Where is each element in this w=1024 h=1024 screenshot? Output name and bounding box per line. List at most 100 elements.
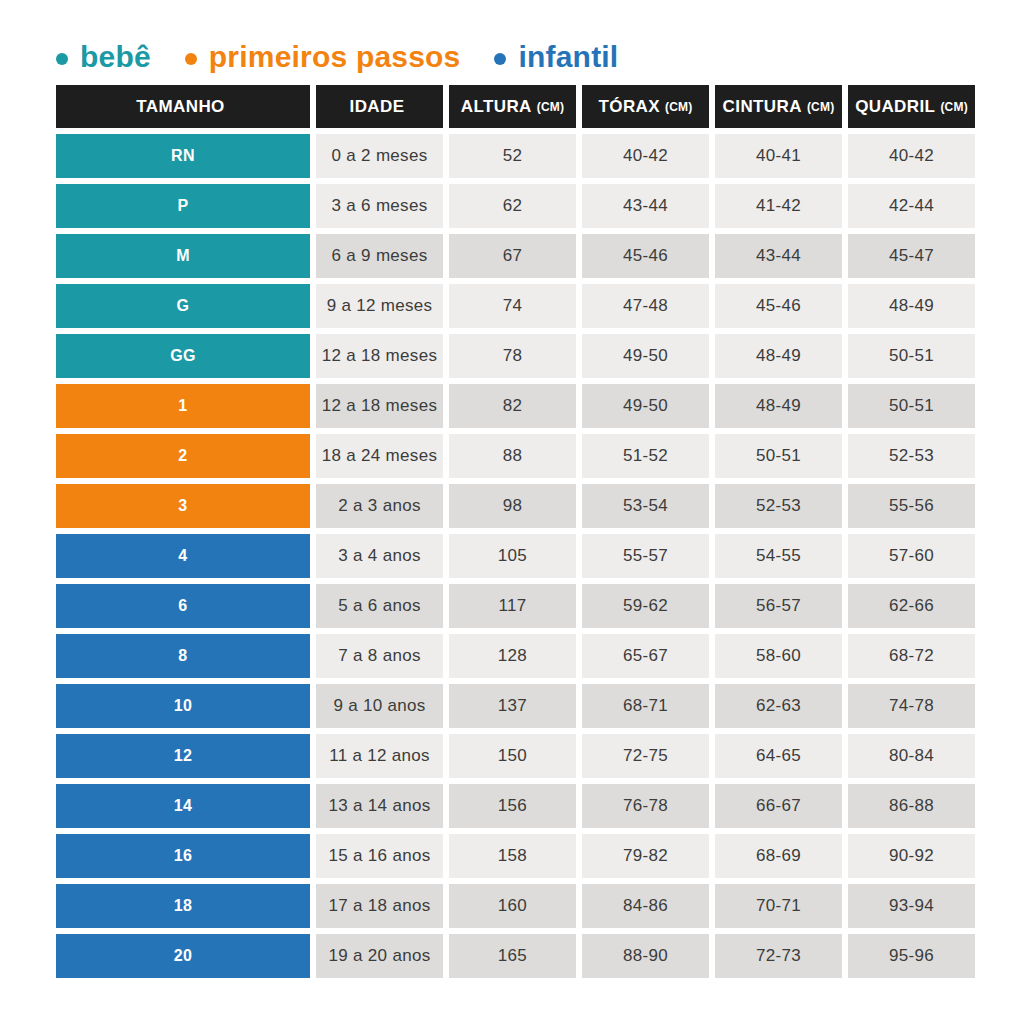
table-row: 1413 a 14 anos15676-7866-6786-88 (56, 784, 975, 828)
age-cell: 3 a 6 meses (316, 184, 443, 228)
legend-label: infantil (518, 40, 618, 74)
size-chart-table: TAMANHO IDADE ALTURA(CM) TÓRAX(CM) CINTU… (56, 85, 975, 984)
hip-cell: 40-42 (848, 134, 975, 178)
hip-cell: 90-92 (848, 834, 975, 878)
waist-cell: 68-69 (715, 834, 842, 878)
chest-cell: 68-71 (582, 684, 709, 728)
size-cell: RN (56, 134, 310, 178)
height-cell: 160 (449, 884, 576, 928)
size-cell: 12 (56, 734, 310, 778)
waist-cell: 48-49 (715, 334, 842, 378)
legend-label: bebê (80, 40, 151, 74)
waist-cell: 62-63 (715, 684, 842, 728)
hip-cell: 93-94 (848, 884, 975, 928)
chest-cell: 72-75 (582, 734, 709, 778)
size-cell: 4 (56, 534, 310, 578)
size-cell: 10 (56, 684, 310, 728)
chest-cell: 79-82 (582, 834, 709, 878)
bullet-icon (185, 53, 197, 65)
size-cell: 3 (56, 484, 310, 528)
height-cell: 150 (449, 734, 576, 778)
chest-cell: 40-42 (582, 134, 709, 178)
table-row: 2019 a 20 anos16588-9072-7395-96 (56, 934, 975, 978)
chest-cell: 43-44 (582, 184, 709, 228)
hip-cell: 55-56 (848, 484, 975, 528)
waist-cell: 72-73 (715, 934, 842, 978)
waist-cell: 41-42 (715, 184, 842, 228)
chest-cell: 49-50 (582, 334, 709, 378)
col-header-quadril: QUADRIL(CM) (848, 85, 975, 128)
height-cell: 62 (449, 184, 576, 228)
table-row: 112 a 18 meses8249-5048-4950-51 (56, 384, 975, 428)
hip-cell: 48-49 (848, 284, 975, 328)
chest-cell: 84-86 (582, 884, 709, 928)
size-cell: 2 (56, 434, 310, 478)
size-cell: 20 (56, 934, 310, 978)
age-cell: 17 a 18 anos (316, 884, 443, 928)
table-row: 109 a 10 anos13768-7162-6374-78 (56, 684, 975, 728)
size-chart-page: bebê primeiros passos infantil TAMANHO I… (0, 0, 1024, 1024)
table-header-row: TAMANHO IDADE ALTURA(CM) TÓRAX(CM) CINTU… (56, 85, 975, 128)
age-cell: 13 a 14 anos (316, 784, 443, 828)
chest-cell: 45-46 (582, 234, 709, 278)
age-cell: 0 a 2 meses (316, 134, 443, 178)
chest-cell: 88-90 (582, 934, 709, 978)
height-cell: 67 (449, 234, 576, 278)
height-cell: 156 (449, 784, 576, 828)
hip-cell: 86-88 (848, 784, 975, 828)
table-row: 32 a 3 anos9853-5452-5355-56 (56, 484, 975, 528)
legend-item-primeiros-passos: primeiros passos (185, 40, 461, 74)
hip-cell: 50-51 (848, 384, 975, 428)
height-cell: 165 (449, 934, 576, 978)
hip-cell: 50-51 (848, 334, 975, 378)
height-cell: 82 (449, 384, 576, 428)
table-row: 43 a 4 anos10555-5754-5557-60 (56, 534, 975, 578)
chest-cell: 53-54 (582, 484, 709, 528)
height-cell: 158 (449, 834, 576, 878)
waist-cell: 64-65 (715, 734, 842, 778)
height-cell: 74 (449, 284, 576, 328)
height-cell: 98 (449, 484, 576, 528)
table-row: 1211 a 12 anos15072-7564-6580-84 (56, 734, 975, 778)
hip-cell: 74-78 (848, 684, 975, 728)
size-cell: 6 (56, 584, 310, 628)
age-cell: 9 a 10 anos (316, 684, 443, 728)
chest-cell: 55-57 (582, 534, 709, 578)
age-cell: 11 a 12 anos (316, 734, 443, 778)
age-cell: 12 a 18 meses (316, 384, 443, 428)
waist-cell: 48-49 (715, 384, 842, 428)
size-cell: 14 (56, 784, 310, 828)
age-cell: 12 a 18 meses (316, 334, 443, 378)
height-cell: 88 (449, 434, 576, 478)
table-row: P3 a 6 meses6243-4441-4242-44 (56, 184, 975, 228)
size-cell: G (56, 284, 310, 328)
age-cell: 2 a 3 anos (316, 484, 443, 528)
waist-cell: 40-41 (715, 134, 842, 178)
waist-cell: 43-44 (715, 234, 842, 278)
height-cell: 137 (449, 684, 576, 728)
chest-cell: 59-62 (582, 584, 709, 628)
hip-cell: 62-66 (848, 584, 975, 628)
size-cell: P (56, 184, 310, 228)
chest-cell: 51-52 (582, 434, 709, 478)
chest-cell: 76-78 (582, 784, 709, 828)
age-cell: 18 a 24 meses (316, 434, 443, 478)
legend-label: primeiros passos (209, 40, 461, 74)
legend-item-bebe: bebê (56, 40, 151, 74)
age-cell: 3 a 4 anos (316, 534, 443, 578)
table-row: M6 a 9 meses6745-4643-4445-47 (56, 234, 975, 278)
table-row: 1615 a 16 anos15879-8268-6990-92 (56, 834, 975, 878)
table-row: 218 a 24 meses8851-5250-5152-53 (56, 434, 975, 478)
size-cell: 1 (56, 384, 310, 428)
hip-cell: 57-60 (848, 534, 975, 578)
table-row: RN0 a 2 meses5240-4240-4140-42 (56, 134, 975, 178)
hip-cell: 95-96 (848, 934, 975, 978)
hip-cell: 52-53 (848, 434, 975, 478)
chest-cell: 47-48 (582, 284, 709, 328)
age-cell: 15 a 16 anos (316, 834, 443, 878)
legend-item-infantil: infantil (494, 40, 618, 74)
col-header-tamanho: TAMANHO (56, 85, 310, 128)
col-header-cintura: CINTURA(CM) (715, 85, 842, 128)
table-body: RN0 a 2 meses5240-4240-4140-42 P3 a 6 mes… (56, 134, 975, 978)
bullet-icon (56, 53, 68, 65)
